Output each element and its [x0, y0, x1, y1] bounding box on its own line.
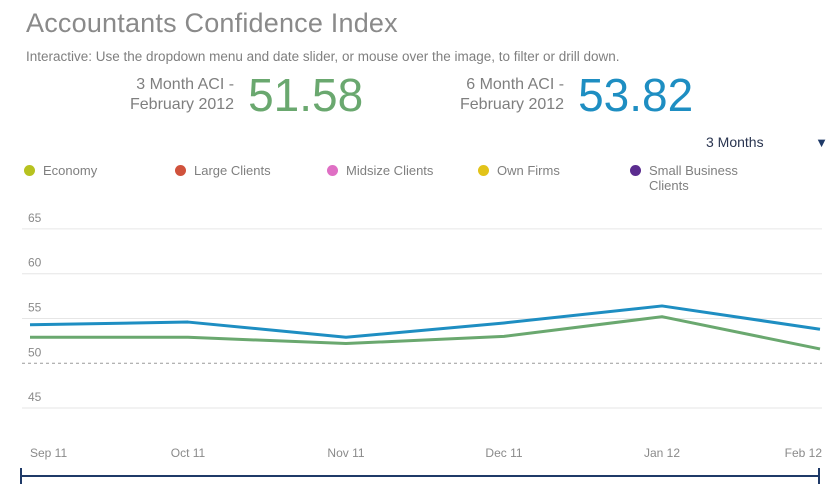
kpi-three-month-value: 51.58 — [248, 69, 364, 121]
legend-item-large-clients[interactable]: Large Clients — [175, 163, 304, 178]
x-tick-label: Sep 11 — [30, 446, 67, 460]
date-slider[interactable] — [20, 466, 820, 486]
legend-dot-midsize-clients-icon — [327, 165, 338, 176]
legend-item-small-business-clients[interactable]: Small Business Clients — [630, 163, 754, 193]
x-tick-label: Feb 12 — [785, 446, 823, 460]
legend-dot-small-business-clients-icon — [630, 165, 641, 176]
line-chart[interactable]: 65 60 55 50 45 Sep 11 Oct 11 Nov 11 Dec 11 Jan 12… — [0, 195, 840, 465]
y-tick-label: 65 — [28, 211, 42, 225]
instructions-text: Interactive: Use the dropdown menu and d… — [26, 49, 620, 64]
date-slider-start-handle[interactable] — [20, 468, 22, 484]
period-dropdown-value: 3 Months — [706, 134, 764, 150]
kpi-three-month-label-line1: 3 Month ACI - — [136, 76, 235, 93]
x-tick-label: Dec 11 — [485, 446, 522, 460]
legend-label: Economy — [43, 163, 98, 178]
page-title: Accountants Confidence Index — [26, 8, 398, 38]
legend-dot-large-clients-icon — [175, 165, 186, 176]
kpi-six-month-label-line2: February 2012 — [460, 96, 565, 113]
series-line-6-month-aci[interactable] — [29, 304, 821, 339]
y-tick-label: 50 — [28, 345, 42, 359]
kpi-three-month-label-line2: February 2012 — [130, 96, 235, 113]
date-slider-end-handle[interactable] — [818, 468, 820, 484]
date-slider-track[interactable] — [20, 475, 820, 477]
kpi-three-month: 3 Month ACI - February 2012 51.58 — [130, 70, 363, 120]
x-tick-label: Jan 12 — [644, 446, 680, 460]
series-line-3-month-aci[interactable] — [30, 315, 821, 351]
x-tick-label: Oct 11 — [171, 446, 206, 460]
legend-item-own-firms[interactable]: Own Firms — [478, 163, 607, 178]
legend-label: Small Business Clients — [649, 163, 738, 193]
kpi-six-month-value: 53.82 — [578, 69, 694, 121]
legend-item-midsize-clients[interactable]: Midsize Clients — [327, 163, 456, 178]
legend-label: Large Clients — [194, 163, 271, 178]
kpi-six-month: 6 Month ACI - February 2012 53.82 — [460, 70, 693, 120]
y-tick-label: 60 — [28, 256, 42, 270]
period-dropdown[interactable]: 3 Months ▼ — [706, 132, 828, 152]
legend-dot-own-firms-icon — [478, 165, 489, 176]
x-tick-label: Nov 11 — [327, 446, 364, 460]
y-tick-label: 45 — [28, 390, 42, 404]
legend-label: Midsize Clients — [346, 163, 434, 178]
y-tick-label: 55 — [28, 300, 42, 314]
chevron-down-icon[interactable]: ▼ — [815, 134, 828, 150]
kpi-six-month-label-line1: 6 Month ACI - — [466, 76, 565, 93]
kpi-six-month-label: 6 Month ACI - February 2012 — [460, 75, 564, 115]
legend-item-economy[interactable]: Economy — [24, 163, 153, 178]
legend-label: Own Firms — [497, 163, 560, 178]
legend-dot-economy-icon — [24, 165, 35, 176]
kpi-three-month-label: 3 Month ACI - February 2012 — [130, 75, 234, 115]
